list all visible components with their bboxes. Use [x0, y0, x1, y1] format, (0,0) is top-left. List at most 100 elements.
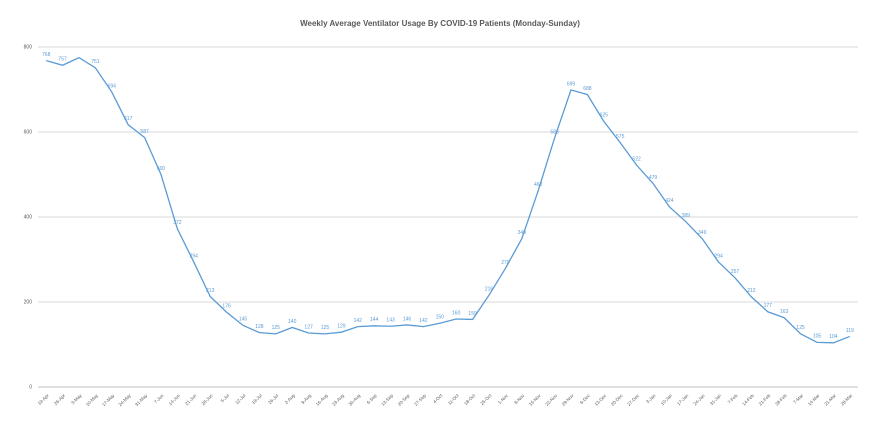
x-tick-label: 15-Nov [528, 392, 542, 406]
data-label: 424 [665, 198, 674, 204]
x-tick-label: 19-Apr [37, 393, 50, 406]
data-label: 125 [272, 325, 281, 331]
x-tick-label: 16-Aug [315, 393, 329, 407]
y-tick-label: 800 [24, 44, 33, 50]
data-label: 142 [419, 318, 428, 324]
data-label: 216 [485, 287, 494, 293]
data-label: 587 [140, 129, 149, 135]
data-label: 177 [764, 303, 773, 309]
data-label: 500 [157, 166, 166, 172]
data-label: 142 [354, 318, 363, 324]
data-label: 688 [583, 86, 592, 92]
x-tick-label: 10-May [85, 392, 100, 407]
x-tick-label: 24-May [118, 392, 133, 407]
data-label: 105 [813, 334, 822, 340]
x-tick-label: 26-Apr [53, 393, 66, 406]
data-label: 128 [255, 324, 264, 330]
x-tick-label: 8-Nov [513, 392, 526, 405]
data-label: 150 [436, 315, 445, 321]
x-tick-label: 21-Mar [823, 393, 837, 407]
x-tick-label: 9-Aug [300, 393, 312, 405]
data-label: 176 [222, 304, 231, 310]
x-tick-label: 5-Jul [220, 393, 230, 403]
x-tick-label: 4-Oct [432, 392, 444, 404]
data-label: 768 [42, 52, 51, 58]
data-label: 144 [370, 317, 379, 323]
data-line [46, 56, 851, 344]
data-label: 389 [682, 213, 691, 219]
x-tick-label: 13-Dec [594, 392, 608, 406]
data-label: 372 [173, 220, 182, 226]
data-label: 479 [649, 175, 658, 181]
x-tick-label: 31-May [134, 392, 149, 407]
data-label: 699 [567, 81, 576, 87]
data-label: 143 [386, 318, 395, 324]
data-label: 294 [190, 253, 199, 259]
x-tick-label: 11-Oct [447, 392, 460, 405]
data-label: 145 [239, 317, 248, 323]
data-label: 751 [91, 59, 100, 65]
data-label: 349 [518, 230, 527, 236]
x-tick-label: 3-Jan [645, 393, 657, 405]
x-tick-label: 7-Jun [153, 393, 165, 405]
data-label: 140 [288, 319, 297, 325]
x-tick-label: 28-Feb [774, 393, 788, 407]
data-label: 212 [747, 288, 756, 294]
x-tick-label: 28-Jun [200, 393, 214, 407]
chart-title: Weekly Average Ventilator Usage By COVID… [300, 19, 580, 28]
data-label: 279 [501, 260, 510, 266]
data-label: 625 [600, 113, 609, 119]
x-tick-label: 6-Dec [579, 392, 592, 405]
x-tick-label: 24-Jan [692, 393, 706, 407]
x-tick-label: 14-Feb [741, 393, 755, 407]
data-label: 462 [534, 182, 543, 188]
data-label: 146 [403, 316, 412, 322]
data-label: 213 [206, 288, 215, 294]
data-label: 586 [550, 129, 559, 135]
x-tick-label: 17-Jan [676, 393, 690, 407]
data-label: 129 [337, 324, 346, 330]
x-tick-label: 21-Feb [758, 393, 772, 407]
data-label: 104 [829, 334, 838, 340]
y-tick-label: 0 [29, 384, 32, 390]
x-tick-label: 7-Mar [792, 393, 804, 405]
data-label: 575 [616, 134, 625, 140]
x-tick-label: 31-Jan [709, 393, 723, 407]
x-tick-label: 14-Jun [168, 393, 182, 407]
data-label: 159 [468, 311, 477, 317]
data-label: 160 [452, 310, 461, 316]
data-label: 522 [632, 156, 641, 162]
y-tick-label: 200 [24, 299, 33, 305]
data-label: 757 [58, 57, 67, 63]
data-label: 294 [714, 253, 723, 259]
data-label: 617 [124, 116, 133, 122]
x-tick-label: 7-Feb [727, 393, 739, 405]
x-tick-label: 27-Sep [413, 393, 427, 407]
x-tick-label: 17-May [101, 392, 116, 407]
data-label: 119 [846, 328, 854, 334]
x-tick-label: 6-Sep [366, 393, 378, 405]
x-tick-label: 30-Aug [348, 393, 362, 407]
data-label: 163 [780, 309, 789, 315]
x-tick-label: 26-Jul [267, 393, 279, 405]
data-label: 125 [321, 325, 330, 331]
x-tick-label: 20-Sep [397, 393, 411, 407]
x-tick-label: 22-Nov [544, 392, 558, 406]
data-label: 127 [304, 324, 313, 330]
x-tick-label: 29-Nov [561, 392, 575, 406]
y-tick-label: 400 [24, 214, 33, 220]
x-tick-label: 20-Dec [610, 392, 624, 406]
data-label: 349 [698, 230, 707, 236]
x-tick-label: 18-Oct [463, 392, 477, 406]
x-tick-label: 2-Aug [284, 393, 296, 405]
x-tick-label: 3-May [70, 392, 83, 405]
x-tick-label: 14-Mar [807, 393, 821, 407]
x-tick-label: 28-Mar [840, 393, 854, 407]
x-tick-label: 21-Jun [184, 393, 198, 407]
x-tick-label: 23-Aug [331, 393, 345, 407]
data-label: 257 [731, 269, 740, 275]
data-label: 694 [108, 83, 117, 89]
x-tick-label: 10-Jan [660, 393, 674, 407]
x-tick-label: 19-Jul [251, 393, 263, 405]
